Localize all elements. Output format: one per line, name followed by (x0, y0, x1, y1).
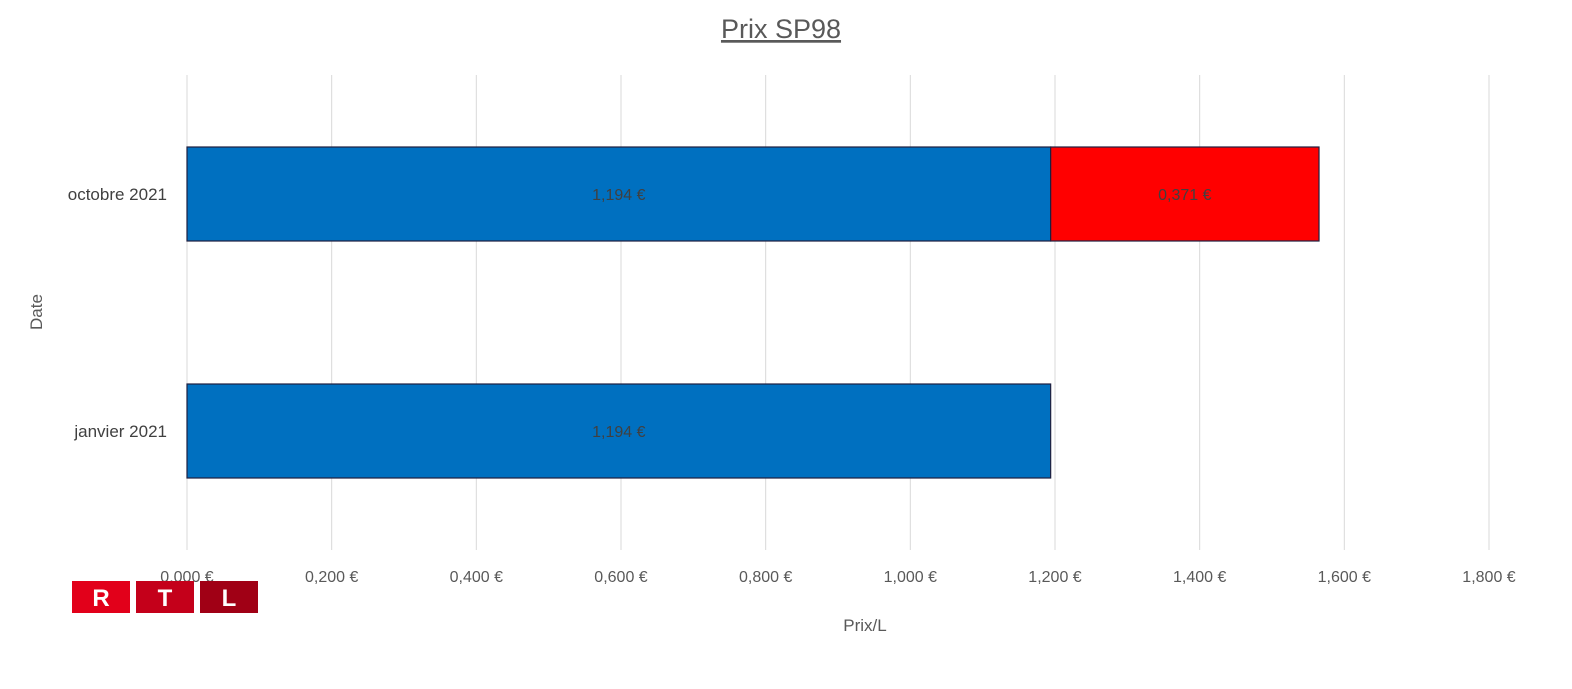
x-tick-label: 0,200 € (305, 569, 358, 586)
x-tick-label: 1,600 € (1318, 569, 1371, 586)
data-labels: 1,194 € 1,194 € 0,371 € (592, 187, 1211, 441)
gridlines (186, 75, 1490, 550)
y-axis-title: Date (27, 294, 46, 330)
logo-box-r (72, 581, 130, 613)
x-tick-label: 1,800 € (1462, 569, 1515, 586)
bar-segment (1050, 146, 1320, 242)
logo-letter-r: R (92, 585, 109, 612)
bar-value-label: 1,194 € (592, 424, 645, 441)
logo-box-t (136, 581, 194, 613)
logo-box-l (200, 581, 258, 613)
x-axis-title: Prix/L (843, 616, 886, 635)
x-tick-label: 1,000 € (884, 569, 937, 586)
x-axis-ticks: 0,000 €0,200 €0,400 €0,600 €0,800 €1,000… (160, 569, 1515, 586)
chart-title: Prix SP98 (721, 14, 841, 44)
logo-letter-t: T (158, 585, 173, 612)
x-tick-label: 1,200 € (1028, 569, 1081, 586)
logo-letter-l: L (222, 585, 237, 612)
category-label: octobre 2021 (68, 185, 167, 204)
x-tick-label: 0,800 € (739, 569, 792, 586)
bar-segment (186, 383, 1052, 479)
x-tick-label: 0,400 € (450, 569, 503, 586)
bar-value-label: 1,194 € (592, 187, 645, 204)
x-tick-label: 0,600 € (594, 569, 647, 586)
bar-segment (186, 146, 1052, 242)
category-label: janvier 2021 (73, 422, 167, 441)
bar-value-label: 0,371 € (1158, 187, 1211, 204)
x-tick-label: 1,400 € (1173, 569, 1226, 586)
bars (186, 146, 1320, 479)
rtl-logo: R T L (72, 581, 258, 613)
y-axis-categories: janvier 2021 octobre 2021 (68, 185, 167, 441)
